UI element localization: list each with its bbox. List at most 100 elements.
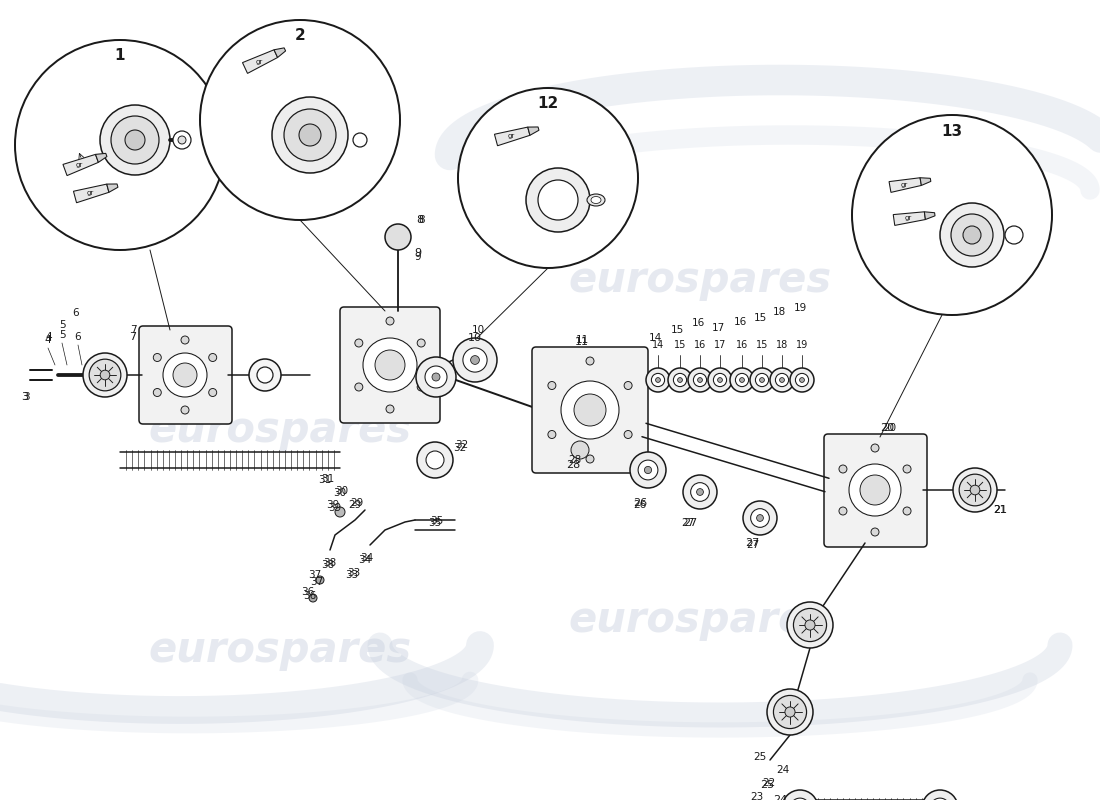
Text: 30: 30	[333, 488, 346, 498]
Text: 15: 15	[674, 340, 686, 350]
Text: 20: 20	[880, 423, 894, 433]
FancyBboxPatch shape	[532, 347, 648, 473]
Text: 11: 11	[575, 337, 589, 347]
Circle shape	[785, 707, 795, 717]
Text: 24: 24	[773, 795, 788, 800]
Polygon shape	[495, 127, 530, 146]
Text: 17: 17	[712, 323, 725, 333]
Circle shape	[375, 350, 405, 380]
Text: 31: 31	[321, 474, 334, 484]
Text: gr: gr	[255, 58, 263, 65]
Circle shape	[125, 130, 145, 150]
Circle shape	[673, 374, 686, 386]
Text: 29: 29	[349, 500, 362, 510]
Text: 16: 16	[694, 340, 706, 350]
Circle shape	[417, 442, 453, 478]
Polygon shape	[96, 154, 107, 162]
Text: 5: 5	[58, 330, 65, 340]
Text: gr: gr	[86, 190, 94, 196]
Circle shape	[730, 368, 754, 392]
Polygon shape	[889, 178, 922, 192]
Circle shape	[178, 136, 186, 144]
Circle shape	[426, 451, 444, 469]
Circle shape	[795, 374, 808, 386]
Ellipse shape	[591, 197, 601, 203]
Text: 27: 27	[747, 540, 760, 550]
Circle shape	[767, 689, 813, 735]
Circle shape	[624, 382, 632, 390]
Text: 27: 27	[745, 538, 759, 548]
Circle shape	[903, 507, 911, 515]
Circle shape	[696, 489, 703, 495]
Circle shape	[586, 357, 594, 365]
Text: 34: 34	[361, 553, 374, 563]
Text: 4: 4	[45, 335, 52, 345]
Circle shape	[173, 363, 197, 387]
Text: 18: 18	[772, 307, 785, 317]
Text: eurospares: eurospares	[148, 629, 411, 671]
Circle shape	[756, 374, 769, 386]
Circle shape	[688, 368, 712, 392]
Circle shape	[299, 124, 321, 146]
Text: 17: 17	[714, 340, 726, 350]
Circle shape	[100, 370, 110, 380]
Circle shape	[309, 594, 317, 602]
Circle shape	[970, 485, 980, 495]
Circle shape	[417, 339, 426, 347]
Text: 30: 30	[336, 486, 349, 496]
Circle shape	[100, 105, 170, 175]
Text: 25: 25	[754, 752, 767, 762]
Circle shape	[780, 378, 784, 382]
Polygon shape	[107, 184, 118, 192]
Circle shape	[959, 474, 991, 506]
Circle shape	[89, 359, 121, 391]
Circle shape	[697, 378, 703, 382]
Text: eurospares: eurospares	[148, 409, 411, 451]
Text: 2: 2	[295, 29, 306, 43]
Text: 10: 10	[468, 333, 482, 343]
Text: 24: 24	[777, 765, 790, 775]
Circle shape	[182, 336, 189, 344]
Circle shape	[453, 338, 497, 382]
Text: 15: 15	[754, 313, 767, 323]
Text: 16: 16	[734, 317, 747, 327]
Circle shape	[526, 168, 590, 232]
Circle shape	[548, 430, 556, 438]
Text: 37: 37	[310, 577, 323, 587]
Text: 25: 25	[760, 780, 774, 790]
Text: 19: 19	[796, 340, 808, 350]
Circle shape	[257, 367, 273, 383]
Circle shape	[708, 368, 732, 392]
Circle shape	[736, 374, 749, 386]
Circle shape	[316, 576, 324, 584]
Circle shape	[940, 203, 1004, 267]
Circle shape	[683, 475, 717, 509]
Circle shape	[860, 475, 890, 505]
Text: 6: 6	[73, 308, 79, 318]
Text: 28: 28	[569, 455, 582, 465]
Text: 12: 12	[538, 97, 559, 111]
Text: 19: 19	[793, 303, 806, 313]
Text: 14: 14	[648, 333, 661, 343]
Text: 33: 33	[348, 568, 361, 578]
Text: 8: 8	[417, 215, 424, 225]
Text: 7: 7	[130, 325, 136, 335]
Circle shape	[776, 374, 789, 386]
Text: 36: 36	[301, 587, 315, 597]
Polygon shape	[74, 184, 109, 202]
Text: 9: 9	[415, 248, 421, 258]
Text: 35: 35	[428, 518, 441, 528]
Circle shape	[425, 366, 447, 388]
Circle shape	[786, 602, 833, 648]
FancyBboxPatch shape	[139, 326, 232, 424]
Circle shape	[760, 378, 764, 382]
Text: 39: 39	[327, 500, 340, 510]
Text: 9: 9	[415, 252, 421, 262]
Circle shape	[561, 381, 619, 439]
Text: 16: 16	[736, 340, 748, 350]
Circle shape	[200, 20, 400, 220]
Text: 39: 39	[329, 503, 342, 513]
Circle shape	[363, 338, 417, 392]
Circle shape	[638, 460, 658, 480]
Circle shape	[624, 430, 632, 438]
